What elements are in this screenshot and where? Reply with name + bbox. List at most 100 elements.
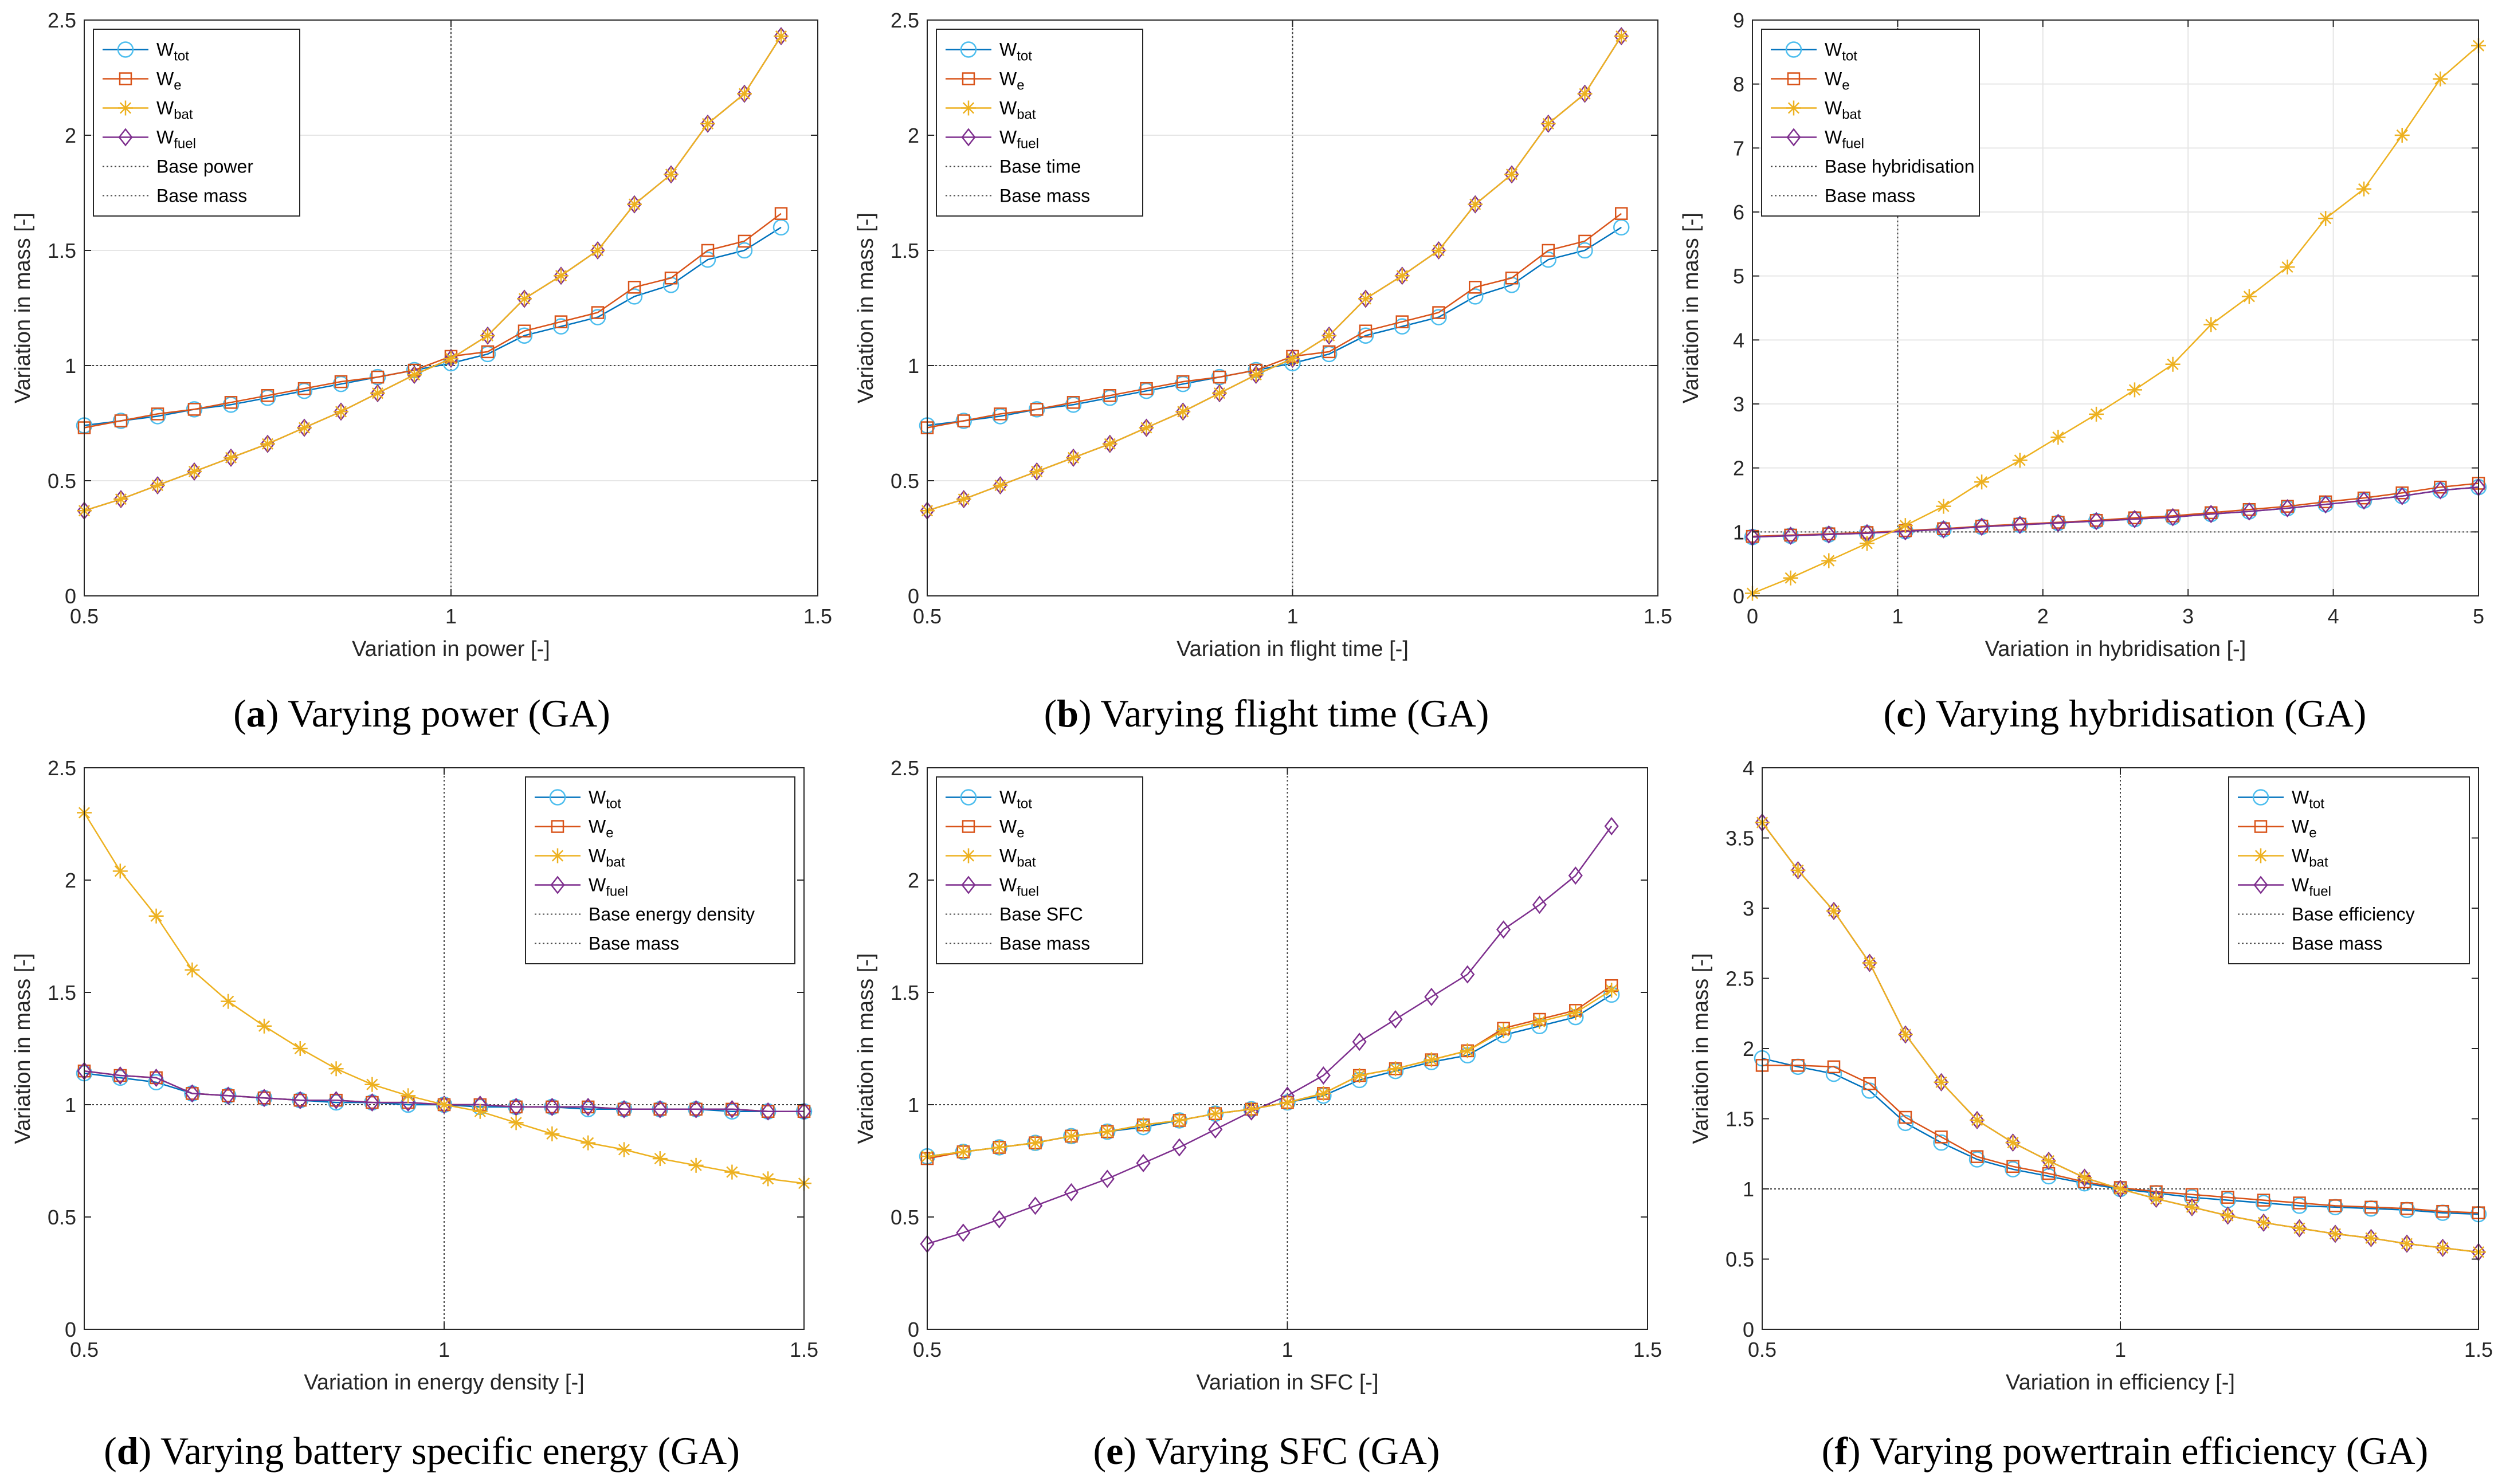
data-point <box>591 306 605 319</box>
data-point <box>956 490 971 509</box>
data-point <box>1934 1074 1949 1090</box>
data-point <box>2203 317 2219 332</box>
data-point <box>1388 1061 1403 1077</box>
data-point <box>1540 251 1556 268</box>
data-point <box>2433 71 2448 87</box>
y-axis-label: Variation in mass [-] <box>854 953 878 1144</box>
data-point <box>1862 953 1877 972</box>
legend-entry: Wfuel <box>103 127 196 152</box>
data-point <box>2127 509 2142 529</box>
data-point <box>2113 1179 2128 1199</box>
data-point <box>1207 1106 1223 1121</box>
data-point <box>1103 389 1116 402</box>
data-point <box>1936 520 1951 539</box>
series-w-bat <box>920 983 1619 1164</box>
data-point <box>1139 418 1154 437</box>
data-point <box>257 1018 272 1034</box>
y-tick-label: 1.5 <box>1726 1108 1754 1131</box>
data-point <box>1468 197 1483 212</box>
data-point <box>1316 1066 1331 1085</box>
y-tick-label: 2 <box>908 869 919 892</box>
y-tick-label: 1 <box>1733 520 1744 544</box>
data-point <box>1430 309 1447 325</box>
data-point <box>1577 242 1593 259</box>
data-point <box>1323 345 1336 359</box>
data-point <box>1136 1153 1151 1172</box>
legend-entry: Base efficiency <box>2238 904 2415 925</box>
data-point <box>992 1210 1007 1228</box>
y-tick-label: 0 <box>908 584 919 608</box>
data-point <box>297 382 311 395</box>
data-point <box>1103 434 1117 453</box>
legend-marker <box>961 128 976 147</box>
y-tick-label: 0.5 <box>48 1206 76 1229</box>
data-point <box>1936 498 1951 514</box>
data-point <box>724 1164 740 1180</box>
data-point <box>1467 288 1484 305</box>
data-point <box>2356 491 2371 510</box>
x-tick-label: 1 <box>438 1338 450 1361</box>
data-point <box>1577 86 1593 101</box>
data-point <box>993 478 1008 493</box>
data-point <box>1505 271 1519 285</box>
data-point <box>2256 1215 2271 1230</box>
data-point <box>737 84 752 103</box>
legend-box <box>936 776 1143 964</box>
legend-box <box>525 776 795 964</box>
legend-marker <box>1785 41 1802 58</box>
x-tick-label: 0.5 <box>1748 1338 1777 1361</box>
data-point <box>1030 403 1044 416</box>
y-tick-label: 1 <box>1743 1177 1754 1201</box>
data-point <box>552 318 570 335</box>
legend-label: We <box>1825 69 1850 93</box>
data-point <box>2050 430 2066 445</box>
data-point <box>2399 1234 2414 1253</box>
y-axis-label: Variation in mass [-] <box>854 213 878 403</box>
data-point <box>2220 1208 2236 1223</box>
data-point <box>2050 513 2065 532</box>
x-tick-label: 1.5 <box>803 604 832 628</box>
legend-label: Wfuel <box>156 127 196 152</box>
data-point <box>2166 508 2181 527</box>
series-line <box>927 36 1622 512</box>
data-point <box>2400 1202 2414 1215</box>
data-point <box>185 1084 199 1103</box>
x-tick-label: 2 <box>2037 604 2049 628</box>
data-point <box>1863 1077 1876 1090</box>
data-point <box>150 478 165 493</box>
legend-entry: Wtot <box>2238 787 2324 812</box>
data-point <box>221 994 236 1009</box>
data-point <box>2185 1199 2199 1215</box>
data-point <box>508 1115 524 1130</box>
data-point <box>334 404 348 419</box>
data-point <box>1424 987 1439 1006</box>
data-point <box>370 386 385 401</box>
data-point <box>1783 527 1798 545</box>
legend-marker <box>1787 72 1801 85</box>
data-point <box>2241 289 2257 304</box>
data-point <box>617 1142 632 1157</box>
legend: Wtot We Wbat Wfuel Base SFC Base mass <box>936 776 1143 964</box>
data-point <box>113 490 128 509</box>
data-point <box>2220 1206 2236 1225</box>
x-tick-label: 5 <box>2473 604 2484 628</box>
data-point <box>994 407 1007 421</box>
legend-entry: Wfuel <box>2238 875 2331 900</box>
data-point <box>617 1100 632 1118</box>
x-axis-label: Variation in flight time [-] <box>1177 637 1409 661</box>
data-point <box>1321 328 1337 343</box>
data-point <box>297 418 312 437</box>
data-point <box>1859 536 1875 551</box>
data-point <box>724 1100 739 1118</box>
data-point <box>1029 462 1044 481</box>
data-point <box>1783 570 1798 586</box>
data-point <box>1280 1095 1295 1110</box>
x-tick-label: 3 <box>2182 604 2194 628</box>
data-point <box>1172 1138 1187 1157</box>
data-point <box>1899 1110 1912 1124</box>
data-point <box>2203 505 2218 524</box>
legend-label: Base efficiency <box>2292 904 2415 925</box>
y-tick-label: 0 <box>65 1318 76 1341</box>
